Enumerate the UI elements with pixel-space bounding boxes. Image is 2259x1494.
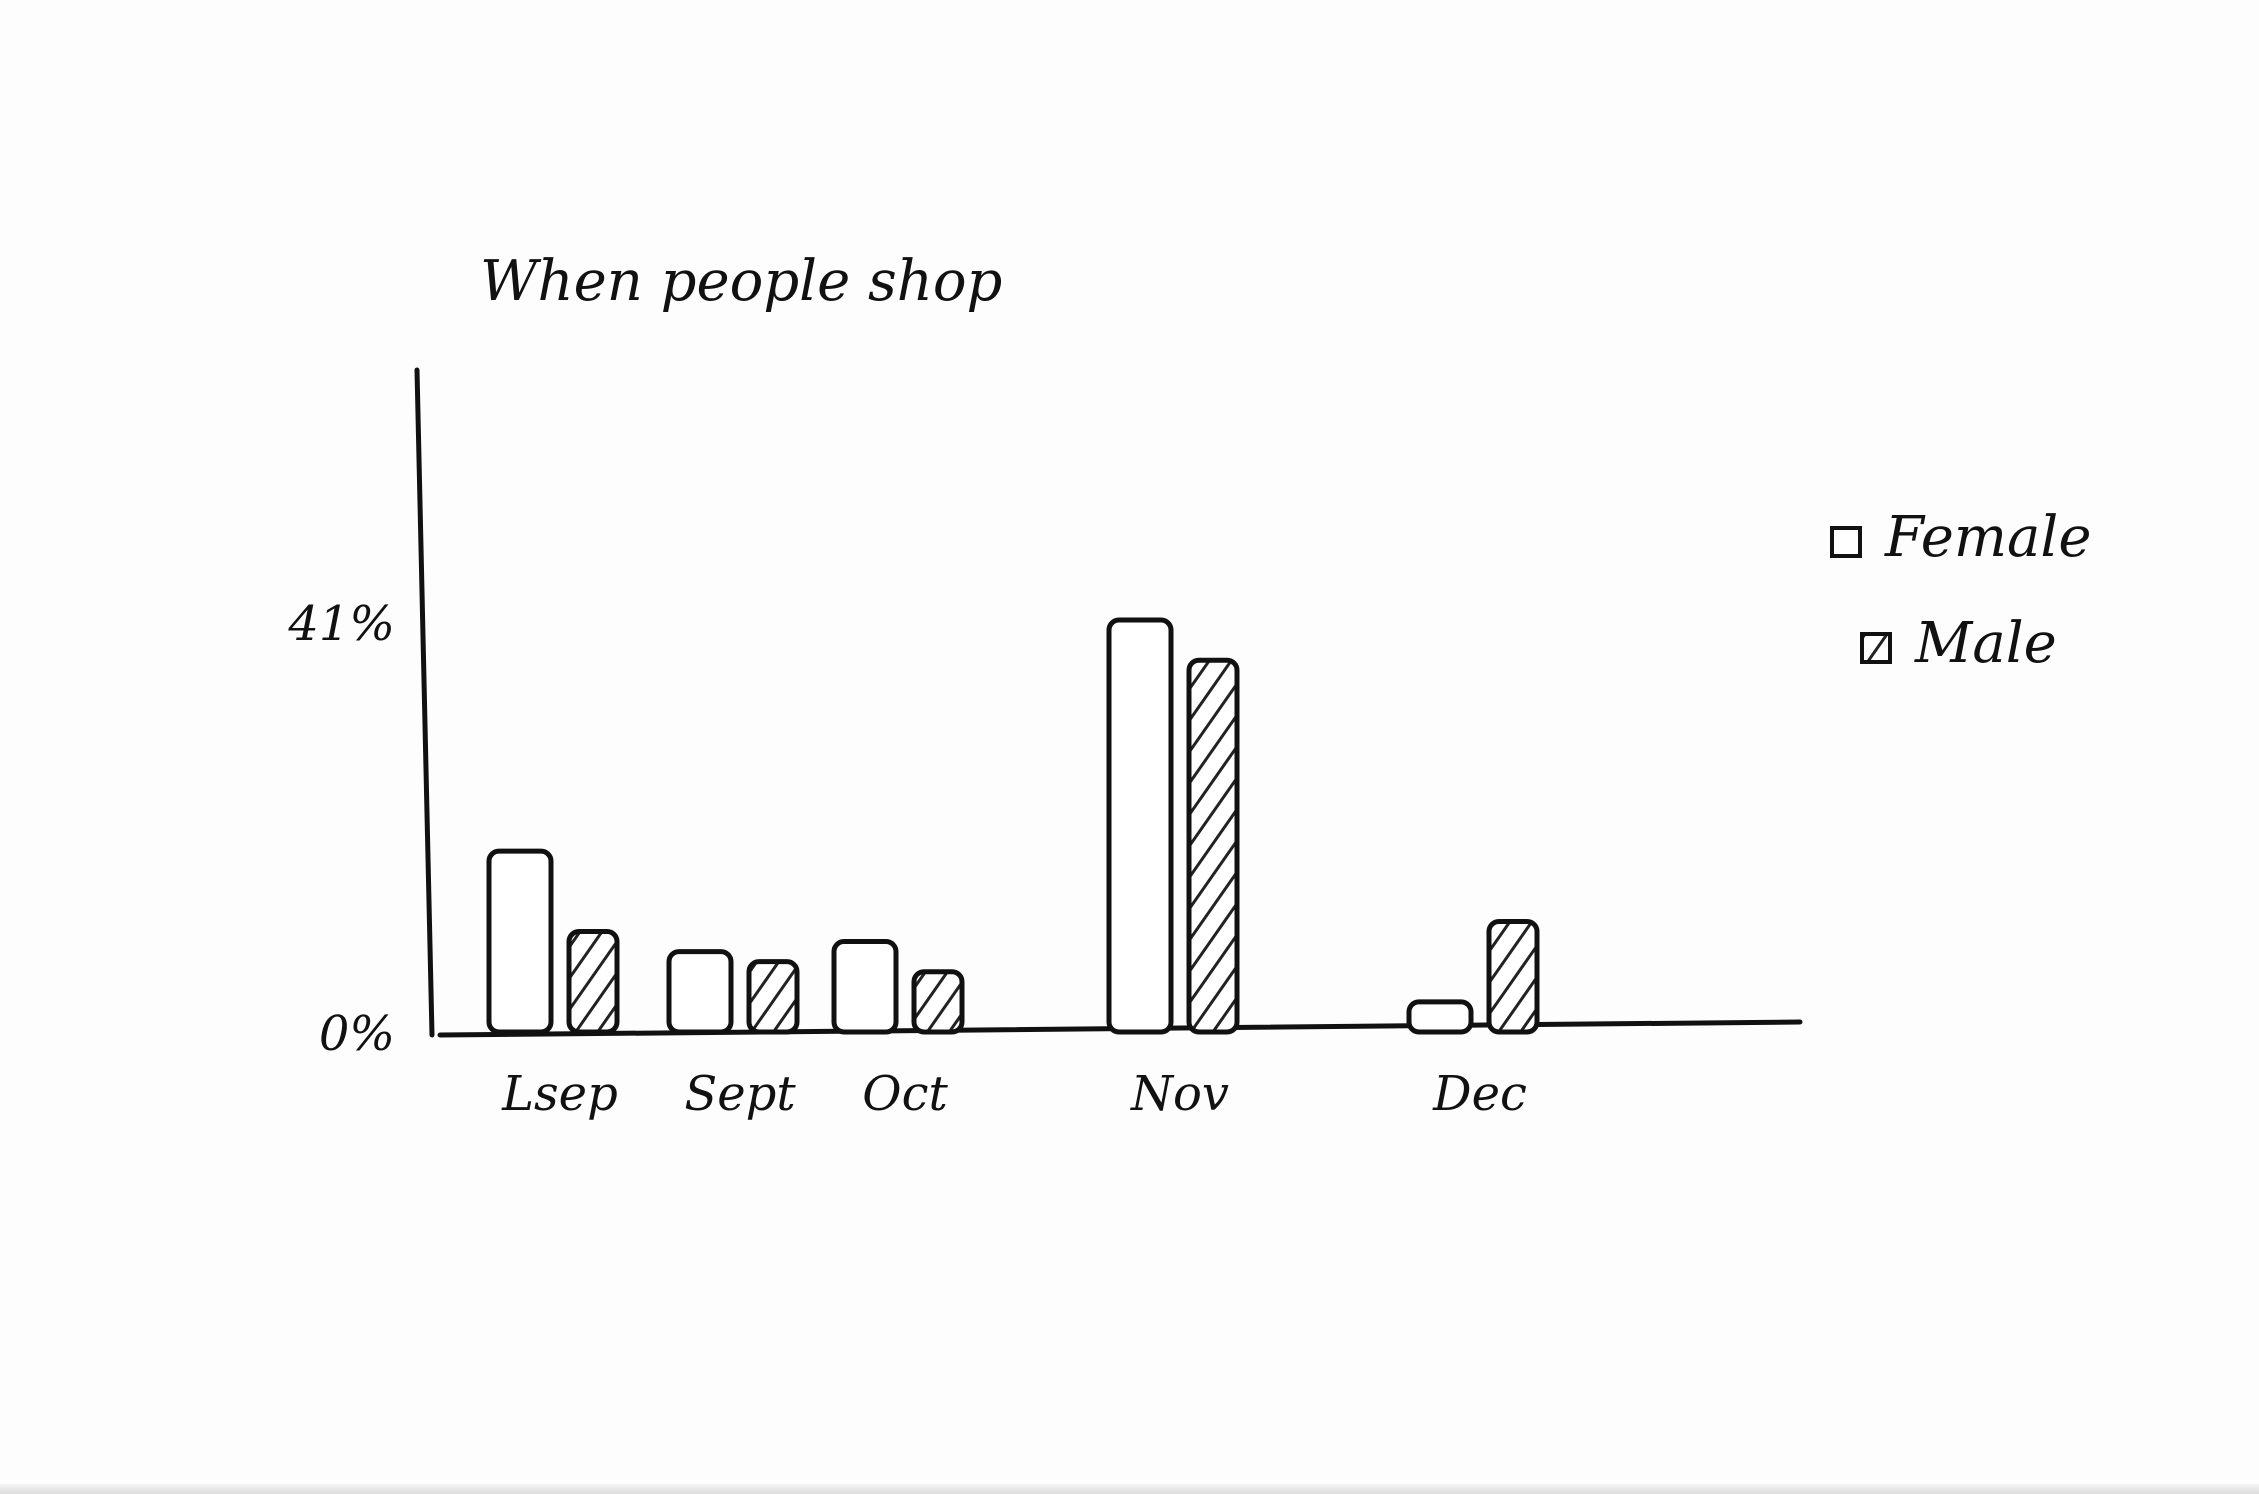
paper-edge [0, 1484, 2259, 1494]
bar-female-dec [1406, 999, 1474, 1035]
x-tick-label-oct: Oct [862, 1066, 948, 1122]
legend-swatch-male [1860, 632, 1892, 664]
y-tick-label-0: 0% [319, 1006, 395, 1062]
bars-group [486, 617, 1540, 1035]
x-tick-label-nov: Nov [1130, 1066, 1229, 1122]
bar-female-oct [831, 939, 899, 1035]
x-tick-labels: Lsep Sept Oct Nov Dec [501, 1066, 1527, 1122]
bar-male-dec [1486, 918, 1540, 1035]
chart-title: When people shop [480, 249, 1002, 314]
bar-male-sept [746, 959, 800, 1035]
bar-male-nov [1186, 657, 1240, 1035]
y-axis [414, 367, 435, 1038]
x-tick-label-sept: Sept [684, 1066, 796, 1122]
y-tick-label-1: 41% [287, 596, 395, 652]
legend-label-male: Male [1914, 611, 2057, 676]
bar-female-lsep [486, 848, 554, 1035]
bar-male-oct [911, 969, 965, 1035]
bar-female-nov [1106, 617, 1174, 1035]
x-tick-label-dec: Dec [1432, 1066, 1527, 1122]
legend: Female Male [1830, 505, 2091, 676]
legend-swatch-female [1830, 526, 1862, 558]
legend-label-female: Female [1884, 505, 2091, 570]
bar-male-lsep [566, 929, 620, 1035]
bar-female-sept [666, 949, 734, 1035]
x-tick-label-lsep: Lsep [501, 1066, 618, 1122]
